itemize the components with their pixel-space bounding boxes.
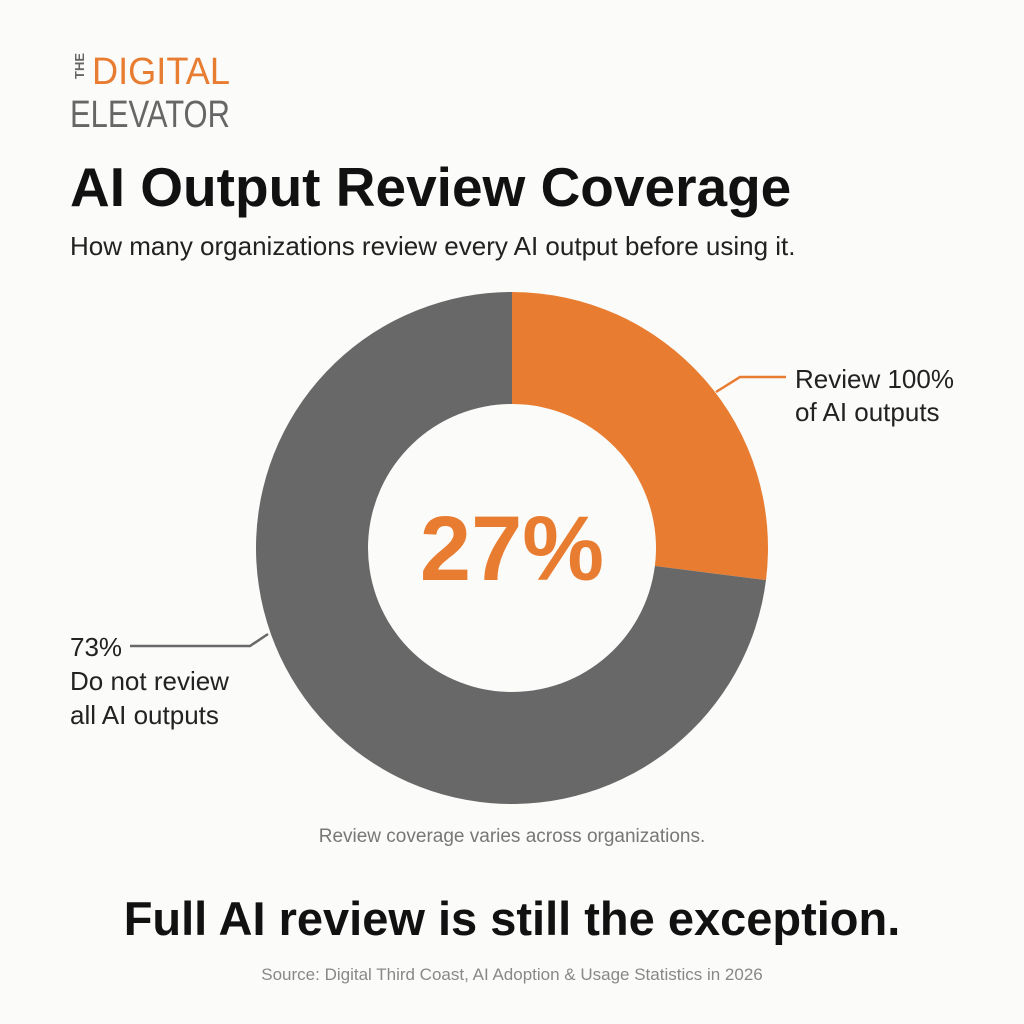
donut-slice [512,292,768,581]
slice-value-label: 73% [70,632,122,662]
source: Source: Digital Third Coast, AI Adoption… [261,965,762,984]
chart-subtitle: How many organizations review every AI o… [70,231,796,261]
donut-slice [256,292,766,804]
brand-elevator: ELEVATOR [70,94,230,136]
brand-the: THE [72,53,87,79]
brand-digital: DIGITAL [92,51,230,93]
leader-line [715,375,786,394]
slice-label: Review 100% [795,364,954,394]
donut: 27% Review 100%of AI outputs 73% Do not rev… [70,292,954,804]
leader-line [130,632,269,648]
center-value-label: 27% [420,498,604,600]
slice-label: Do not review [70,666,229,696]
slice-label: of AI outputs [795,397,940,427]
chart-title: AI Output Review Coverage [70,156,791,218]
slice-label: all AI outputs [70,700,219,730]
chart-note: Review coverage varies across organizati… [319,826,706,847]
headline: Full AI review is still the exception. [124,892,901,945]
